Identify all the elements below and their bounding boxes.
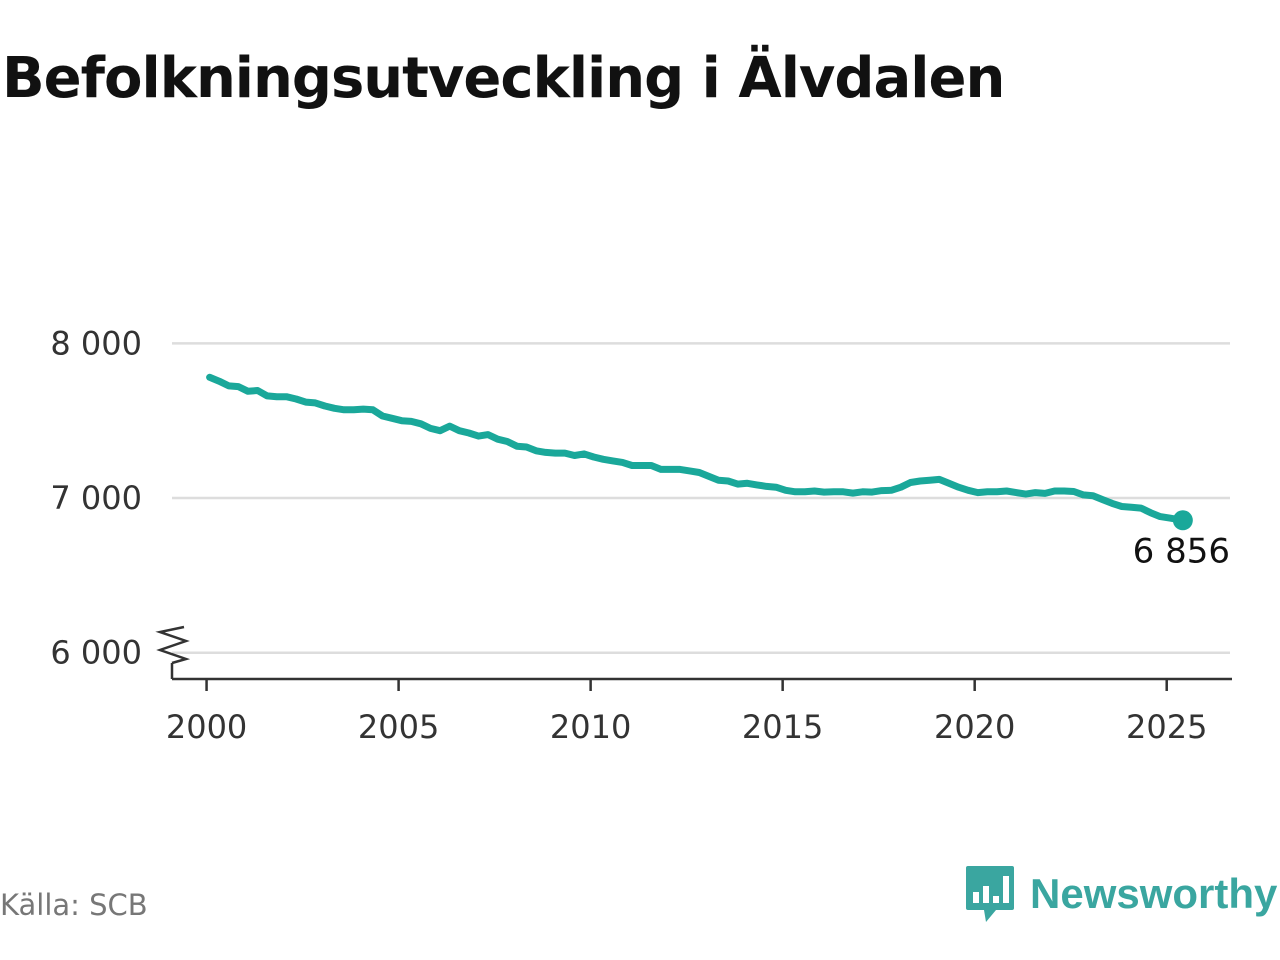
brand-logo: Newsworthy: [964, 864, 1277, 924]
y-tick-label-8000: 8 000: [50, 324, 142, 362]
x-tick-label-2000: 2000: [166, 708, 247, 746]
end-value-label: 6 856: [1133, 531, 1230, 571]
x-tick-label-2005: 2005: [358, 708, 439, 746]
x-tick-label-2020: 2020: [934, 708, 1015, 746]
line-chart: 6 000 7 000 8 000 2000 2005 2010 2015 2020 2025 6…: [50, 324, 1232, 746]
y-tick-label-7000: 7 000: [50, 479, 142, 517]
bar-chart-speech-bubble-icon: [966, 866, 1014, 922]
y-axis-break-icon: [155, 625, 191, 665]
chart-title: Befolkningsutveckling i Älvdalen: [2, 46, 1005, 111]
gridlines: [172, 342, 1230, 654]
labels: 6 000 7 000 8 000 2000 2005 2010 2015 2020 2025 6…: [50, 324, 1230, 746]
end-point-marker: [1172, 510, 1193, 531]
series: [206, 373, 1193, 531]
axes: [155, 625, 1232, 691]
x-tick-label-2015: 2015: [742, 708, 823, 746]
series-line: [206, 373, 1187, 524]
source-note: Källa: SCB: [0, 888, 148, 922]
x-tick-label-2010: 2010: [550, 708, 631, 746]
y-tick-label-6000: 6 000: [50, 634, 142, 672]
x-tick-label-2025: 2025: [1126, 708, 1207, 746]
brand-name: Newsworthy: [1030, 870, 1278, 917]
